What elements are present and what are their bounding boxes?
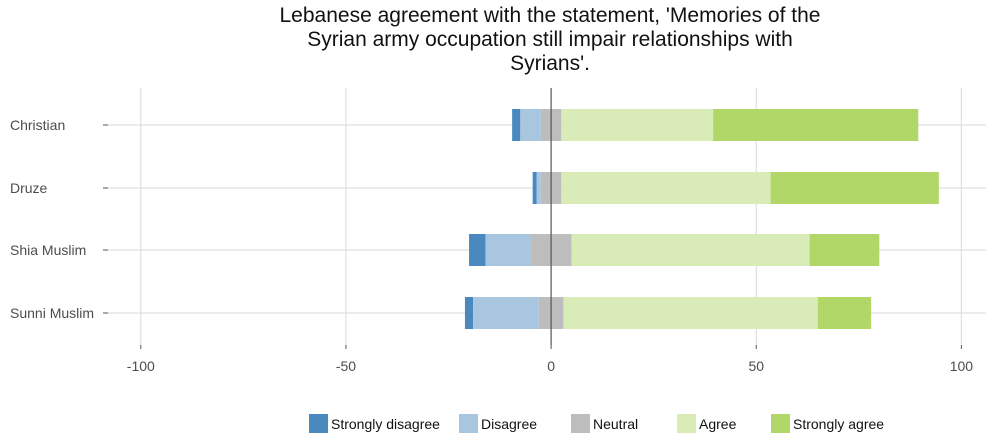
bar-neutral	[540, 109, 552, 141]
y-tick-label: Christian	[10, 117, 65, 133]
chart-title-line-1: Lebanese agreement with the statement, '…	[279, 4, 821, 27]
legend-swatch	[677, 414, 696, 433]
bar-disagree	[485, 234, 531, 266]
chart-title-line-3: Syrians'.	[510, 52, 590, 75]
legend-swatch	[771, 414, 790, 433]
bar-strongly-disagree	[512, 109, 521, 141]
legend-label: Neutral	[593, 416, 638, 432]
legend-label: Agree	[699, 416, 737, 432]
bar-disagree	[473, 297, 539, 329]
x-tick-label: 100	[950, 358, 974, 374]
bar-neutral	[540, 172, 552, 204]
bar-agree	[571, 234, 810, 266]
bar-neutral	[551, 172, 562, 204]
bar-neutral	[538, 297, 552, 329]
bar-neutral	[551, 109, 562, 141]
bar-strongly-agree	[770, 172, 939, 204]
chart-title: Lebanese agreement with the statement, '…	[200, 4, 900, 76]
bar-strongly-agree	[809, 234, 880, 266]
bar-neutral	[551, 297, 564, 329]
legend-swatch	[459, 414, 478, 433]
bar-disagree	[520, 109, 541, 141]
x-tick-label: 50	[748, 358, 764, 374]
chart-title-line-2: Syrian army occupation still impair rela…	[307, 28, 793, 51]
y-tick-label: Druze	[10, 180, 48, 196]
legend-swatch	[571, 414, 590, 433]
bar-strongly-disagree	[469, 234, 486, 266]
x-tick-label: -50	[336, 358, 356, 374]
bar-agree	[563, 297, 818, 329]
y-tick-label: Sunni Muslim	[10, 305, 94, 321]
legend-label: Strongly agree	[793, 416, 884, 432]
bar-strongly-disagree	[532, 172, 537, 204]
legend-label: Strongly disagree	[331, 416, 440, 432]
bar-disagree	[536, 172, 541, 204]
legend-label: Disagree	[481, 416, 537, 432]
y-tick-label: Shia Muslim	[10, 242, 86, 258]
bar-strongly-agree	[817, 297, 872, 329]
bar-neutral	[530, 234, 552, 266]
bar-agree	[561, 172, 771, 204]
bar-strongly-agree	[713, 109, 919, 141]
x-tick-label: 0	[547, 358, 555, 374]
bar-neutral	[551, 234, 572, 266]
x-tick-label: -100	[127, 358, 155, 374]
bar-agree	[561, 109, 714, 141]
legend-swatch	[309, 414, 328, 433]
bar-strongly-disagree	[464, 297, 474, 329]
